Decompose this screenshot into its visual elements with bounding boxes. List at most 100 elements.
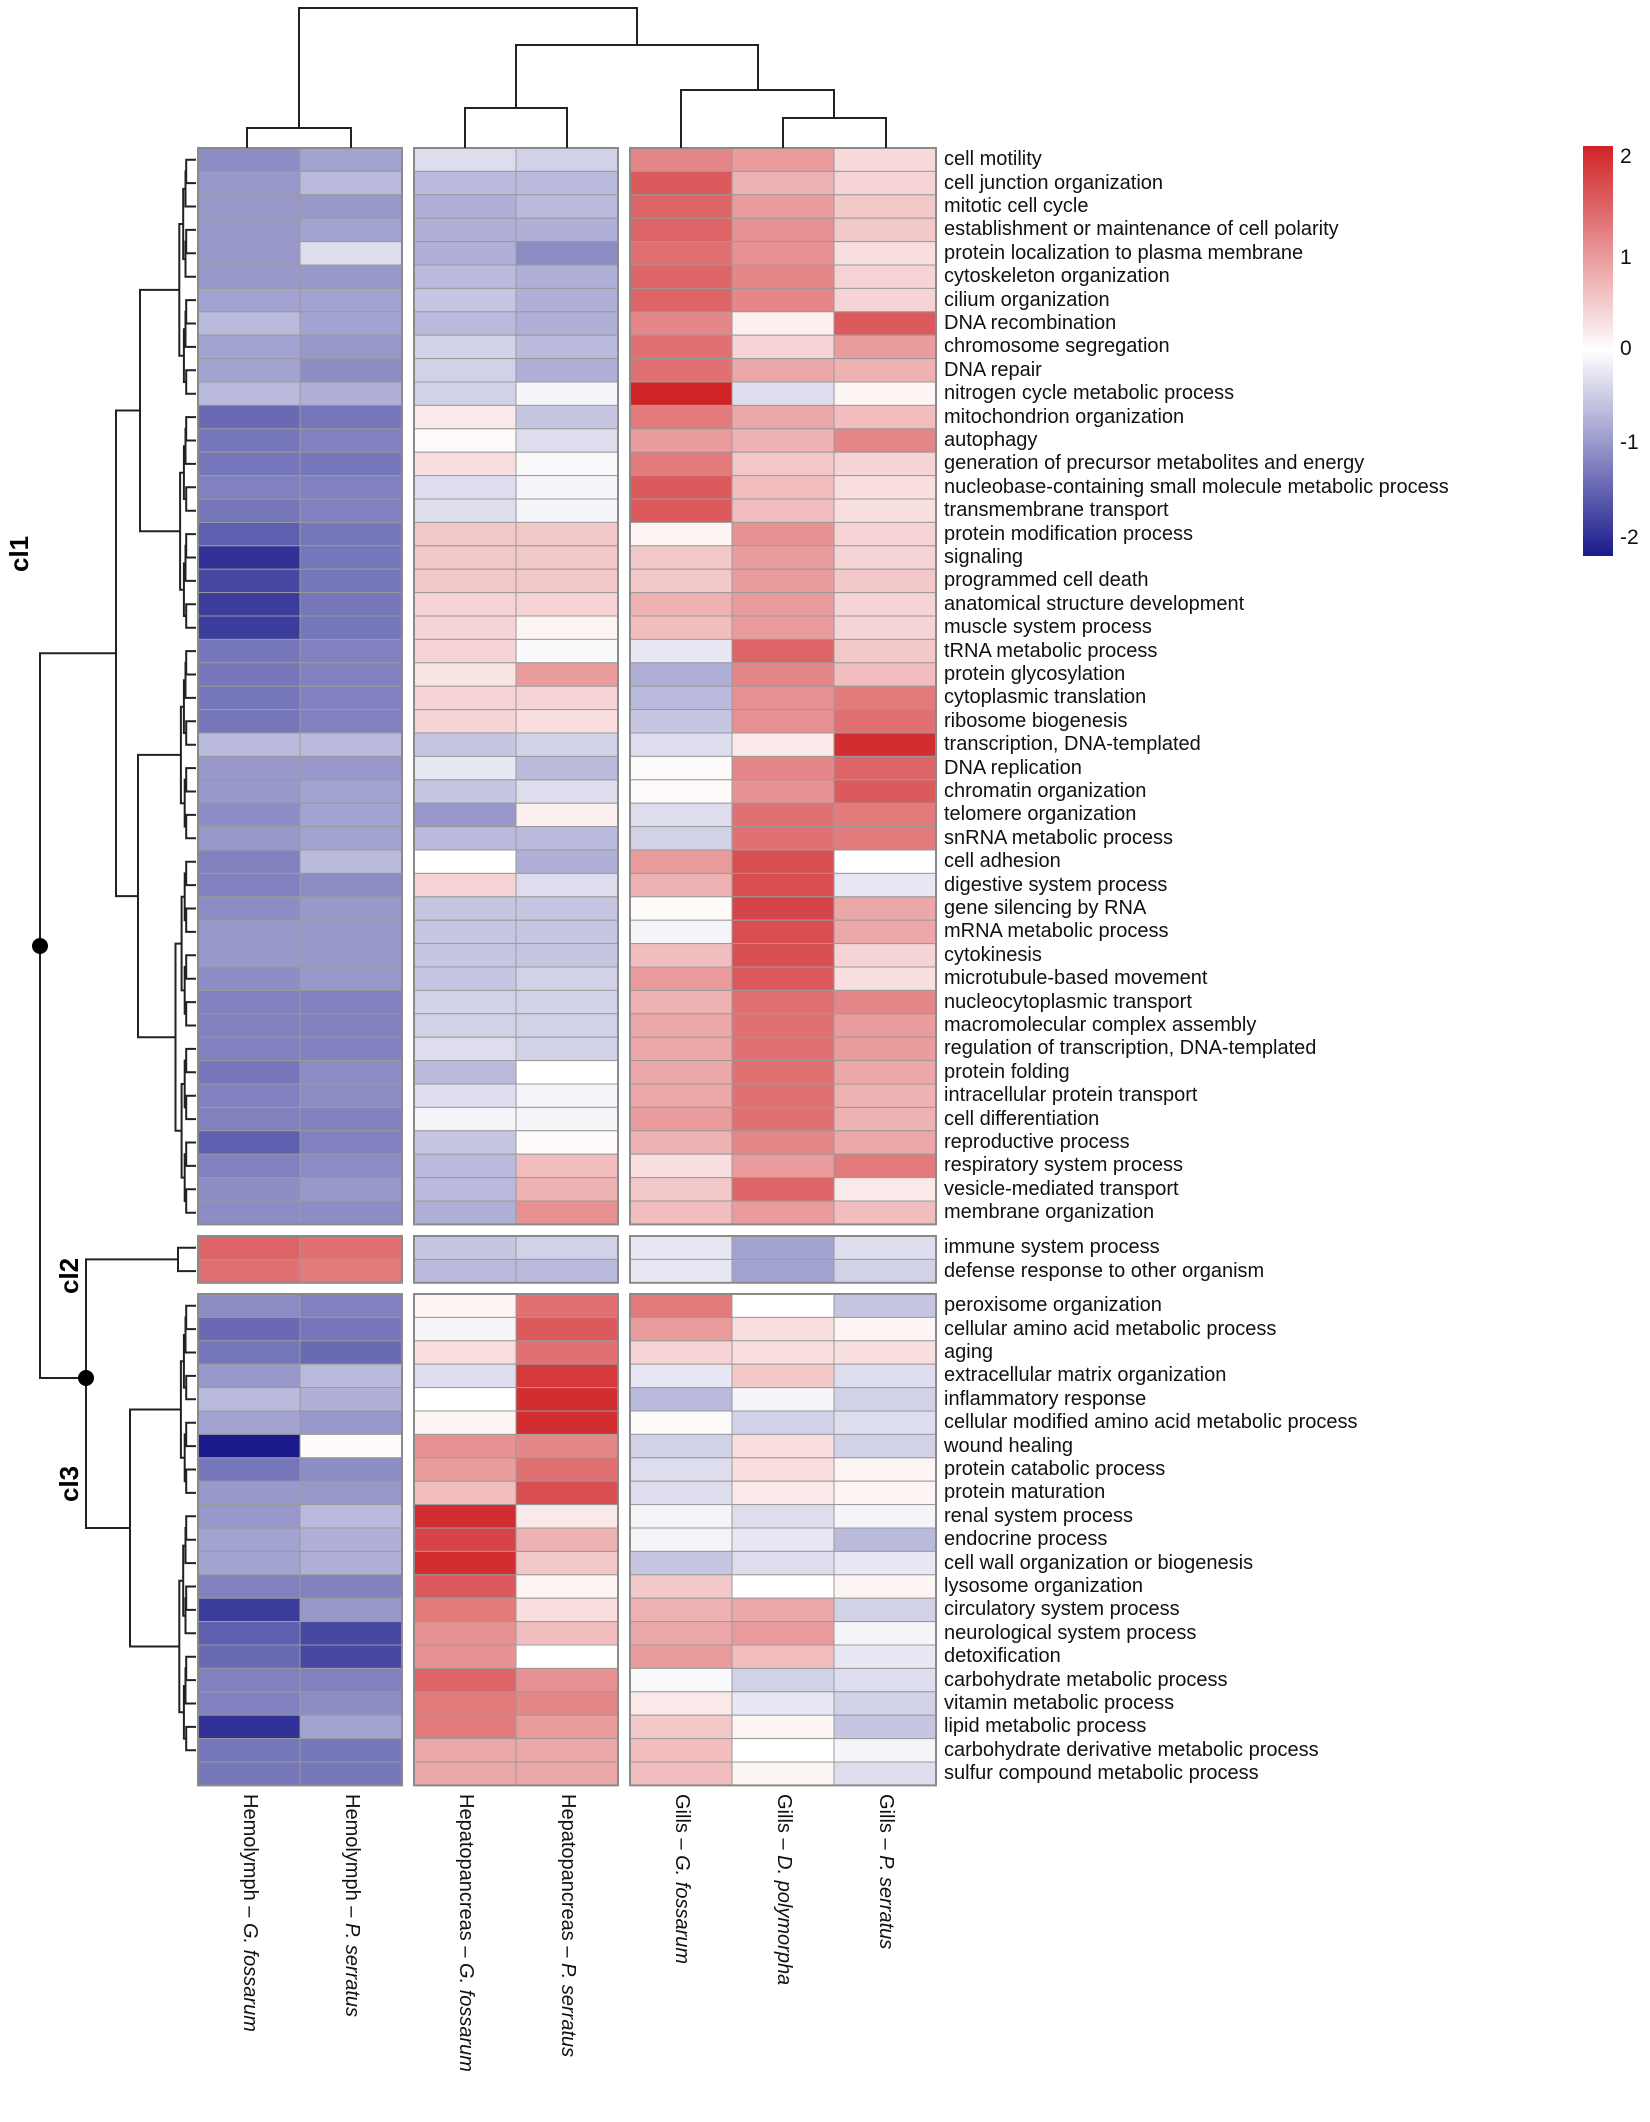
- heatmap-cell: [515, 147, 619, 172]
- heatmap-cell: [629, 1235, 733, 1260]
- row-dendrogram-branch: [185, 1188, 196, 1214]
- heatmap-cell: [731, 1433, 835, 1459]
- heatmap-cell: [413, 943, 517, 968]
- heatmap-cell: [629, 1527, 733, 1552]
- heatmap-cell: [197, 545, 301, 570]
- heatmap-cell: [299, 1200, 403, 1225]
- heatmap-cell: [413, 404, 517, 430]
- heatmap-cell: [515, 849, 619, 874]
- heatmap-cell: [197, 872, 301, 898]
- row-label: macromolecular complex assembly: [944, 1014, 1257, 1036]
- heatmap-cell: [833, 1200, 937, 1225]
- heatmap-cell: [629, 592, 733, 617]
- heatmap-cell: [833, 1480, 937, 1506]
- heatmap-cell: [413, 1130, 517, 1155]
- heatmap-cell: [833, 217, 937, 243]
- heatmap-cell: [833, 802, 937, 828]
- heatmap-cell: [515, 1621, 619, 1646]
- heatmap-cell: [197, 1667, 301, 1693]
- heatmap-cell: [629, 568, 733, 594]
- heatmap-cell: [629, 170, 733, 196]
- heatmap-cell: [629, 615, 733, 640]
- heatmap-cell: [833, 358, 937, 383]
- heatmap-cell: [197, 1527, 301, 1552]
- heatmap-cell: [833, 1761, 937, 1786]
- heatmap-cell: [833, 638, 937, 664]
- heatmap-cell: [515, 1457, 619, 1482]
- heatmap-cell: [515, 545, 619, 570]
- heatmap-cell: [197, 358, 301, 383]
- heatmap-cell: [629, 334, 733, 360]
- heatmap-cell: [629, 732, 733, 757]
- heatmap-cell: [629, 241, 733, 266]
- heatmap-cell: [731, 1691, 835, 1716]
- heatmap-cell: [197, 1083, 301, 1108]
- column-label-species: G. fossarum: [239, 1922, 261, 2032]
- row-label: programmed cell death: [944, 569, 1149, 592]
- heatmap-block-border: [413, 1293, 619, 1787]
- row-label: anatomical structure development: [944, 592, 1245, 615]
- heatmap-cell: [731, 943, 835, 968]
- heatmap-cell: [299, 685, 403, 711]
- heatmap-cell: [299, 1340, 403, 1365]
- column-label: Gills – P. serratus: [874, 1794, 897, 1949]
- heatmap-cell: [299, 1738, 403, 1763]
- heatmap-cell: [515, 685, 619, 711]
- heatmap-cell: [299, 1410, 403, 1435]
- heatmap-cell: [629, 1106, 733, 1132]
- heatmap-cell: [833, 1258, 937, 1284]
- heatmap-cell: [413, 1597, 517, 1623]
- row-dendrogram-branch: [184, 310, 196, 348]
- column-label-tissue: Gills –: [773, 1794, 795, 1856]
- heatmap-cell: [197, 241, 301, 266]
- heatmap-cell: [731, 1235, 835, 1260]
- heatmap-cell: [299, 1363, 403, 1389]
- column-dendrogram: [246, 7, 887, 148]
- heatmap-cell: [833, 545, 937, 570]
- heatmap-cell: [413, 1504, 517, 1529]
- cluster-label-cl1: cl1: [4, 535, 34, 572]
- row-label: generation of precursor metabolites and …: [944, 452, 1365, 475]
- row-label: extracellular matrix organization: [944, 1364, 1227, 1387]
- heatmap-cell: [629, 287, 733, 313]
- row-label: microtubule-based movement: [944, 967, 1208, 990]
- cluster-label-cl2: cl2: [54, 1257, 84, 1294]
- heatmap-cell: [515, 1340, 619, 1365]
- heatmap-cell: [413, 919, 517, 945]
- heatmap-cell: [515, 1013, 619, 1038]
- row-dendrogram-branch: [185, 813, 196, 840]
- heatmap-cell: [413, 334, 517, 360]
- heatmap-cell: [833, 989, 937, 1015]
- heatmap-cell: [629, 1550, 733, 1576]
- heatmap-cell: [413, 1013, 517, 1038]
- heatmap-cell: [515, 381, 619, 406]
- heatmap-block-border: [413, 1235, 619, 1284]
- heatmap-cell: [629, 498, 733, 523]
- heatmap-cell: [413, 287, 517, 313]
- heatmap-cell: [731, 170, 835, 196]
- heatmap-cell: [413, 1550, 517, 1576]
- heatmap-cell: [731, 1714, 835, 1740]
- row-dendrogram-branch: [184, 1316, 196, 1354]
- heatmap-cell: [299, 404, 403, 430]
- heatmap-cell: [731, 451, 835, 477]
- heatmap-cell: [413, 521, 517, 547]
- row-dendrogram-branch: [185, 720, 196, 746]
- heatmap-cell: [515, 1316, 619, 1342]
- heatmap-cell: [299, 1316, 403, 1342]
- heatmap-cell: [413, 896, 517, 921]
- column-label: Hepatopancreas – G. fossarum: [454, 1794, 477, 2072]
- column-label-species: P. serratus: [875, 1855, 897, 1950]
- heatmap-cell: [833, 1106, 937, 1132]
- heatmap-cell: [731, 1153, 835, 1179]
- heatmap-cell: [197, 1013, 301, 1038]
- heatmap-cell: [629, 638, 733, 664]
- heatmap-cell: [299, 1691, 403, 1716]
- heatmap-cell: [629, 943, 733, 968]
- heatmap-cell: [731, 1621, 835, 1646]
- column-label-tissue: Hemolymph –: [341, 1794, 363, 1923]
- heatmap-cell: [413, 1258, 517, 1284]
- heatmap-cell: [833, 1457, 937, 1482]
- row-dendrogram-branch: [185, 158, 196, 185]
